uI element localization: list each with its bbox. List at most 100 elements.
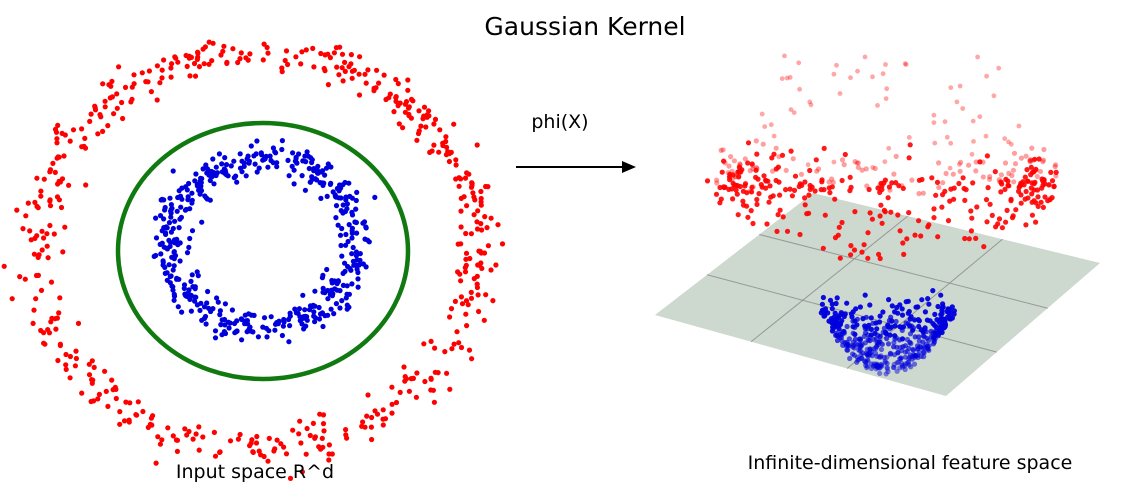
outer-class-point xyxy=(416,108,422,114)
outer-class-point xyxy=(443,152,449,158)
outer-class-point xyxy=(173,437,179,443)
outer-class-lifted-point xyxy=(1023,188,1029,195)
outer-class-point xyxy=(285,61,291,68)
inner-class-point xyxy=(339,253,345,259)
inner-class-point xyxy=(342,179,348,186)
outer-class-point xyxy=(159,75,165,81)
outer-class-point xyxy=(464,170,470,176)
outer-class-point xyxy=(463,250,470,256)
inner-class-point xyxy=(267,153,273,159)
outer-class-point xyxy=(372,408,378,414)
outer-class-lifted-point xyxy=(906,155,912,161)
inner-class-point xyxy=(349,281,355,287)
inner-class-lifted-point xyxy=(878,346,885,353)
outer-class-point xyxy=(139,70,145,76)
inner-class-lifted-point xyxy=(853,306,859,312)
outer-class-point xyxy=(62,224,68,230)
inner-class-lifted-point xyxy=(836,314,842,320)
outer-class-lifted-point xyxy=(876,251,882,257)
inner-class-lifted-point xyxy=(860,316,866,322)
inner-class-point xyxy=(325,312,331,318)
inner-class-point xyxy=(192,298,198,304)
inner-class-lifted-point xyxy=(921,350,927,356)
outer-class-lifted-point xyxy=(920,190,926,196)
inner-class-lifted-point xyxy=(850,344,856,350)
outer-class-lifted-point xyxy=(1025,178,1031,184)
inner-class-lifted-point xyxy=(888,324,895,330)
outer-class-lifted-point xyxy=(970,118,976,124)
outer-class-lifted-point xyxy=(947,165,953,171)
outer-class-lifted-point xyxy=(881,207,888,213)
outer-class-point xyxy=(146,68,152,74)
outer-class-point xyxy=(321,65,327,72)
outer-class-lifted-point xyxy=(779,152,786,158)
outer-class-point xyxy=(432,116,439,122)
outer-class-lifted-point xyxy=(718,147,724,153)
inner-class-point xyxy=(355,276,361,282)
outer-class-lifted-point xyxy=(788,148,794,154)
inner-class-point xyxy=(279,138,285,144)
outer-class-lifted-point xyxy=(738,169,744,175)
inner-class-point xyxy=(260,157,266,163)
outer-class-point xyxy=(397,100,403,106)
outer-class-point xyxy=(106,82,112,88)
outer-class-lifted-point xyxy=(944,134,950,140)
outer-class-lifted-point xyxy=(893,153,899,159)
diagram-title: Gaussian Kernel xyxy=(484,12,685,41)
outer-class-lifted-point xyxy=(870,74,875,80)
inner-class-lifted-point xyxy=(868,326,875,332)
outer-class-lifted-point xyxy=(960,175,966,181)
outer-class-point xyxy=(467,255,473,262)
inner-class-lifted-point xyxy=(878,353,884,359)
outer-class-lifted-point xyxy=(957,162,962,167)
inner-class-point xyxy=(168,206,174,212)
outer-class-point xyxy=(41,235,47,241)
outer-class-lifted-point xyxy=(791,187,798,193)
outer-class-point xyxy=(431,399,437,405)
inner-class-point xyxy=(280,323,286,329)
outer-class-point xyxy=(67,138,73,144)
inner-class-lifted-point xyxy=(858,352,864,358)
outer-class-point xyxy=(55,357,61,364)
outer-class-point xyxy=(290,427,296,433)
outer-class-lifted-point xyxy=(744,190,750,196)
outer-class-point xyxy=(463,256,469,262)
outer-class-lifted-point xyxy=(826,185,832,191)
inner-class-point xyxy=(322,172,328,178)
outer-class-lifted-point xyxy=(782,53,787,59)
outer-class-lifted-point xyxy=(714,177,720,183)
outer-class-point xyxy=(89,358,95,364)
outer-class-point xyxy=(326,457,332,463)
outer-class-point xyxy=(237,431,243,438)
inner-class-point xyxy=(352,219,358,225)
outer-class-point xyxy=(479,227,485,233)
outer-class-point xyxy=(253,440,260,446)
outer-class-point xyxy=(474,142,480,148)
inner-class-point xyxy=(184,250,191,256)
inner-class-lifted-point xyxy=(915,346,921,352)
outer-class-lifted-point xyxy=(954,99,960,105)
outer-class-point xyxy=(92,103,98,109)
outer-class-point xyxy=(474,281,480,287)
outer-class-point xyxy=(122,84,129,90)
outer-class-point xyxy=(464,323,470,329)
inner-class-point xyxy=(181,285,187,291)
inner-class-point xyxy=(295,310,301,316)
outer-class-lifted-point xyxy=(1002,186,1008,192)
outer-class-lifted-point xyxy=(870,165,876,170)
outer-class-point xyxy=(155,434,161,440)
outer-class-lifted-point xyxy=(787,186,793,192)
outer-class-point xyxy=(105,403,111,409)
inner-class-point xyxy=(311,309,317,315)
outer-class-point xyxy=(224,59,230,65)
inner-class-point xyxy=(289,163,295,169)
outer-class-point xyxy=(429,148,435,154)
inner-class-lifted-point xyxy=(874,364,881,370)
inner-class-point xyxy=(349,251,355,257)
inner-class-lifted-point xyxy=(907,323,913,329)
inner-class-point xyxy=(349,235,355,241)
inner-class-lifted-point xyxy=(907,352,914,358)
inner-class-lifted-point xyxy=(897,344,903,351)
outer-class-lifted-point xyxy=(754,196,760,203)
inner-class-lifted-point xyxy=(879,363,885,369)
